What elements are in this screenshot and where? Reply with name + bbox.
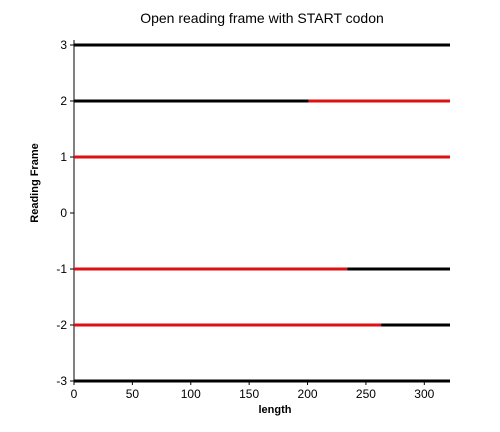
x-tick-label: 50 [126,387,140,401]
y-axis-label: Reading Frame [29,143,41,222]
x-tick-label: 100 [181,387,201,401]
y-tick-label: 1 [60,150,67,164]
y-tick-label: -2 [56,318,67,332]
x-tick-label: 200 [298,387,318,401]
x-tick-label: 250 [356,387,376,401]
x-tick-label: 300 [414,387,434,401]
x-axis-label: length [259,404,292,416]
chart-title: Open reading frame with START codon [140,10,384,26]
y-tick-label: 2 [60,94,67,108]
axis-ticks: 3 2 1 0 -1 -2 -3 0 50 100 150 200 250 300 [56,38,434,401]
frame-segments [74,43,450,383]
x-tick-label: 0 [71,387,78,401]
x-tick-label: 150 [239,387,259,401]
y-tick-label: 0 [60,206,67,220]
y-tick-label: 3 [60,38,67,52]
y-tick-label: -3 [56,374,67,388]
y-tick-label: -1 [56,262,67,276]
